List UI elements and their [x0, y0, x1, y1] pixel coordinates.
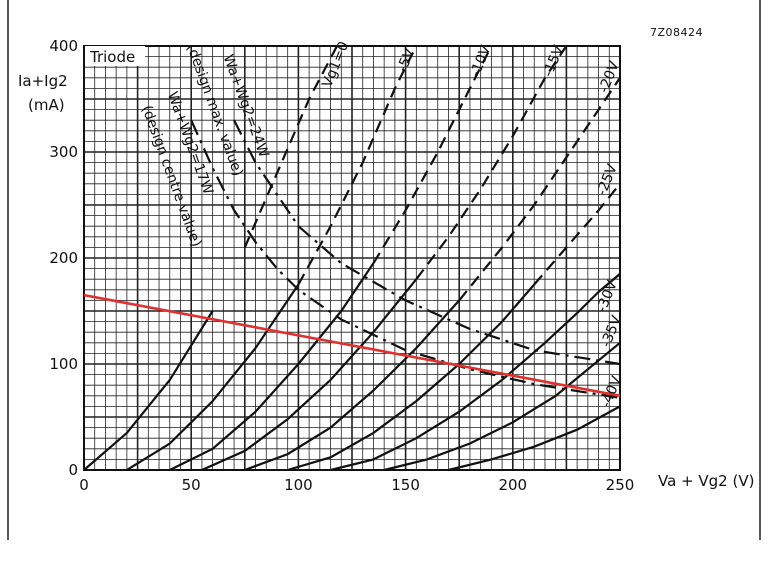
series-15v-dashed [415, 45, 568, 280]
label-25v: -25V [594, 162, 621, 198]
label-5v: -5V [394, 46, 418, 74]
label-10v: -10V [467, 43, 494, 79]
label-35v: -35V [598, 313, 625, 349]
series-5v-dashed [297, 45, 418, 286]
label-40v: -40V [598, 374, 625, 410]
y-tick-label: 300 [49, 143, 78, 161]
inset-label-box [85, 46, 145, 66]
label-30v: -30V [594, 278, 621, 314]
series-25v-solid [287, 283, 536, 472]
inset-label: Triode [89, 48, 135, 66]
x-axis-label: Va + Vg2 (V) [658, 472, 754, 490]
series-30v-dashed [597, 273, 621, 293]
load-line [83, 293, 621, 398]
x-tick-label: 150 [391, 476, 420, 494]
y-tick-label: 0 [68, 461, 78, 479]
series-5v-solid [126, 283, 300, 471]
series-vg1-0-dashed [243, 45, 338, 248]
series-vg1-0-solid [83, 310, 214, 471]
series-10v-dashed [372, 45, 493, 264]
y-axis-label-line1: Ia+Ig2 [18, 72, 68, 90]
y-tick-label: 400 [49, 37, 78, 55]
label-15v: -15V [540, 43, 567, 79]
axis-ticks: 0 50 100 150 200 250 0 100 200 300 400 [49, 37, 634, 494]
y-axis-label-line2: (mA) [28, 96, 65, 114]
plot-frame [83, 45, 621, 471]
curve-labels: Vg1=0 -5V -10V -15V -20V-25V-30V-35V-40VWa+W… [138, 39, 625, 410]
plot-border [83, 45, 621, 471]
y-tick-label: 100 [49, 355, 78, 373]
x-tick-label: 250 [606, 476, 635, 494]
series-25v-dashed [533, 183, 621, 286]
x-tick-label: 0 [79, 476, 89, 494]
series-35v-solid [383, 341, 621, 472]
y-tick-label: 200 [49, 249, 78, 267]
figure-id: 7Z08424 [650, 26, 703, 39]
x-tick-label: 50 [182, 476, 201, 494]
series-10v-solid [169, 262, 375, 471]
series-30v-solid [330, 273, 621, 472]
x-tick-label: 100 [284, 476, 313, 494]
grid [83, 45, 621, 471]
series-40v-solid [448, 405, 621, 472]
series-group [83, 45, 621, 472]
series-15v-solid [201, 278, 418, 472]
x-tick-label: 200 [498, 476, 527, 494]
series-20v-solid [244, 299, 461, 472]
centre-dissipation-curve [190, 119, 621, 399]
